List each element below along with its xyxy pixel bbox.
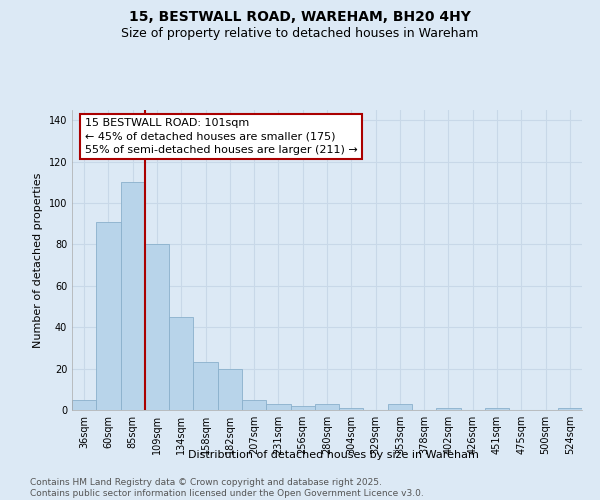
Bar [242, 400, 266, 410]
Bar [315, 404, 339, 410]
Bar [193, 362, 218, 410]
Text: 15 BESTWALL ROAD: 101sqm
← 45% of detached houses are smaller (175)
55% of semi-: 15 BESTWALL ROAD: 101sqm ← 45% of detach… [85, 118, 358, 154]
Text: 15, BESTWALL ROAD, WAREHAM, BH20 4HY: 15, BESTWALL ROAD, WAREHAM, BH20 4HY [129, 10, 471, 24]
Bar [121, 182, 145, 410]
Text: Distribution of detached houses by size in Wareham: Distribution of detached houses by size … [188, 450, 478, 460]
Bar [436, 408, 461, 410]
Bar [339, 408, 364, 410]
Bar [485, 408, 509, 410]
Bar [145, 244, 169, 410]
Bar [169, 317, 193, 410]
Bar [72, 400, 96, 410]
Bar [558, 408, 582, 410]
Bar [266, 404, 290, 410]
Bar [290, 406, 315, 410]
Bar [96, 222, 121, 410]
Bar [388, 404, 412, 410]
Y-axis label: Number of detached properties: Number of detached properties [33, 172, 43, 348]
Text: Contains HM Land Registry data © Crown copyright and database right 2025.
Contai: Contains HM Land Registry data © Crown c… [30, 478, 424, 498]
Bar [218, 368, 242, 410]
Text: Size of property relative to detached houses in Wareham: Size of property relative to detached ho… [121, 28, 479, 40]
